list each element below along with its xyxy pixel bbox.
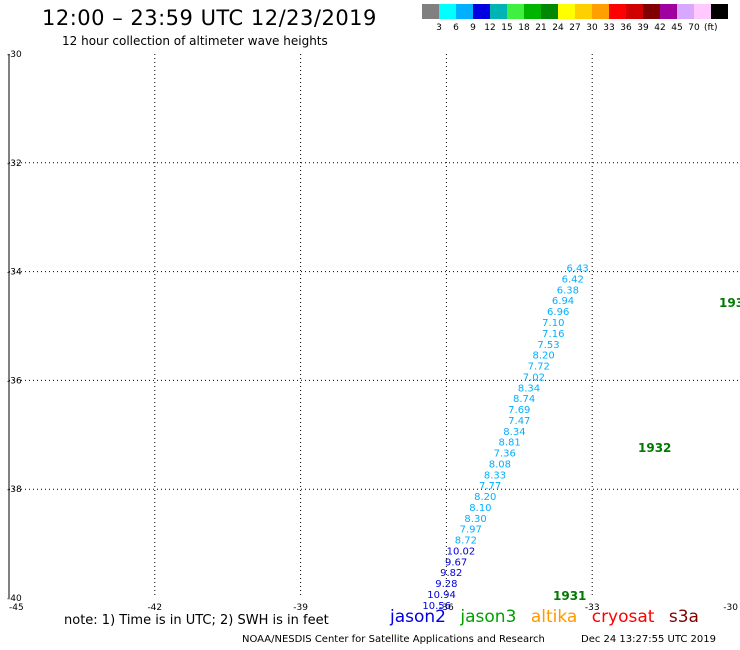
- longitude-tick-label: -30: [723, 603, 738, 610]
- scale-swatch: [524, 4, 541, 19]
- scale-tick-label: 42: [654, 23, 666, 33]
- map-grid: [8, 54, 738, 598]
- scale-swatch: [626, 4, 643, 19]
- latitude-tick-label: -32: [7, 159, 22, 169]
- scale-swatch: [609, 4, 626, 19]
- legend-jason2: jason2: [390, 607, 446, 627]
- latitude-tick-label: -30: [7, 50, 22, 60]
- latitude-tick-label: -38: [7, 485, 22, 495]
- wave-height-readings: 6.436.426.386.946.967.107.167.538.207.72…: [422, 264, 588, 610]
- scale-tick-label: 39: [637, 23, 649, 33]
- wave-height-value: 8.30: [464, 514, 486, 525]
- scale-swatch: [473, 4, 490, 19]
- latitude-tick-label: -40: [7, 594, 22, 604]
- map-title: 12:00 – 23:59 UTC 12/23/2019: [42, 6, 377, 30]
- pass-number-label: 1931: [553, 589, 586, 603]
- wave-height-value: 8.72: [455, 536, 477, 547]
- scale-swatch: [558, 4, 575, 19]
- scale-swatch: [439, 4, 456, 19]
- longitude-tick-label: -33: [585, 603, 600, 610]
- altimeter-map-plot: -30 -32 -34 -36 -38 -40-45 -42 -39 -36 -33 -30 6.4…: [7, 50, 740, 610]
- wave-height-value: 8.08: [489, 459, 511, 470]
- scale-tick-label: 45: [671, 23, 683, 33]
- scale-swatch: [456, 4, 473, 19]
- scale-tick-label: 24: [552, 23, 564, 33]
- latitude-tick-label: -36: [7, 376, 22, 386]
- wave-height-value: 6.94: [552, 296, 574, 307]
- scale-swatch: [490, 4, 507, 19]
- longitude-tick-label: -42: [147, 603, 162, 610]
- longitude-tick-label: -39: [293, 603, 308, 610]
- scale-tick-label: 30: [586, 23, 598, 33]
- wave-height-value: 9.28: [435, 579, 457, 590]
- scale-tick-label: 70: [688, 23, 700, 33]
- wave-height-value: 7.02: [523, 372, 545, 383]
- wave-height-value: 6.42: [562, 274, 584, 285]
- scale-tick-label: 6: [453, 23, 459, 33]
- wave-height-value: 8.74: [513, 394, 535, 405]
- wave-height-value: 8.10: [469, 503, 491, 514]
- legend-cryosat: cryosat: [591, 607, 655, 627]
- wave-height-value: 9.82: [440, 568, 462, 579]
- wave-height-value: 8.34: [503, 427, 525, 438]
- scale-tick-label: 21: [535, 23, 547, 33]
- wave-height-value: 10.56: [422, 601, 451, 610]
- scale-swatch: [677, 4, 694, 19]
- scale-swatch: [541, 4, 558, 19]
- wave-height-value: 8.81: [498, 438, 520, 449]
- pass-labels: 1931 1932 193: [553, 296, 740, 603]
- wave-height-value: 9.67: [445, 557, 467, 568]
- scale-tick-label: 36: [620, 23, 632, 33]
- legend-jason3: jason3: [460, 607, 517, 627]
- wave-height-value: 7.77: [479, 481, 501, 492]
- wave-height-value: 10.94: [427, 590, 456, 601]
- map-subtitle: 12 hour collection of altimeter wave hei…: [62, 34, 328, 48]
- wave-height-value: 7.36: [494, 449, 516, 460]
- longitude-tick-label: -45: [9, 603, 24, 610]
- wave-height-value: 8.20: [474, 492, 496, 503]
- wave-height-value: 7.47: [508, 416, 530, 427]
- pass-number-label: 1932: [638, 441, 671, 455]
- scale-swatch: [592, 4, 609, 19]
- scale-tick-label: 15: [501, 23, 513, 33]
- wave-height-value: 7.69: [508, 405, 530, 416]
- scale-swatch: [711, 4, 728, 19]
- wave-height-value: 8.33: [484, 470, 506, 481]
- wave-height-value: 7.53: [537, 340, 559, 351]
- wave-height-value: 7.72: [528, 362, 550, 373]
- scale-swatch: [422, 4, 439, 19]
- credit-text: NOAA/NESDIS Center for Satellite Applica…: [242, 634, 545, 645]
- scale-swatch: [660, 4, 677, 19]
- wave-height-value: 6.96: [547, 307, 569, 318]
- scale-tick-label: 33: [603, 23, 615, 33]
- scale-tick-label: 3: [436, 23, 442, 33]
- wave-height-value: 8.34: [518, 383, 540, 394]
- scale-swatch: [643, 4, 660, 19]
- scale-tick-label: 27: [569, 23, 581, 33]
- scale-swatch: [507, 4, 524, 19]
- scale-swatch: [694, 4, 711, 19]
- legend-s3a: s3a: [668, 607, 699, 627]
- scale-swatch: [575, 4, 592, 19]
- scale-unit-label: (ft): [704, 23, 718, 33]
- longitude-tick-label: -36: [439, 603, 454, 610]
- wave-height-value: 7.97: [460, 525, 482, 536]
- wave-height-value: 7.10: [542, 318, 564, 329]
- scale-tick-label: 12: [484, 23, 496, 33]
- wave-height-value: 8.20: [532, 351, 554, 362]
- wave-height-value: 10.02: [447, 546, 476, 557]
- generated-timestamp: Dec 24 13:27:55 UTC 2019: [581, 634, 716, 645]
- pass-number-label: 193: [719, 296, 740, 310]
- latitude-tick-label: -34: [7, 268, 22, 278]
- scale-tick-label: 18: [518, 23, 530, 33]
- wave-height-value: 6.43: [566, 264, 588, 275]
- wave-height-value: 7.16: [542, 329, 564, 340]
- map-tick-labels: -30 -32 -34 -36 -38 -40-45 -42 -39 -36 -33 -30: [7, 50, 738, 610]
- satellite-legend: jason2 jason3 altika cryosat s3a: [390, 607, 708, 627]
- units-note: note: 1) Time is in UTC; 2) SWH is in fe…: [64, 613, 329, 628]
- wave-height-value: 6.38: [557, 285, 579, 296]
- legend-altika: altika: [530, 607, 578, 627]
- scale-tick-label: 9: [470, 23, 476, 33]
